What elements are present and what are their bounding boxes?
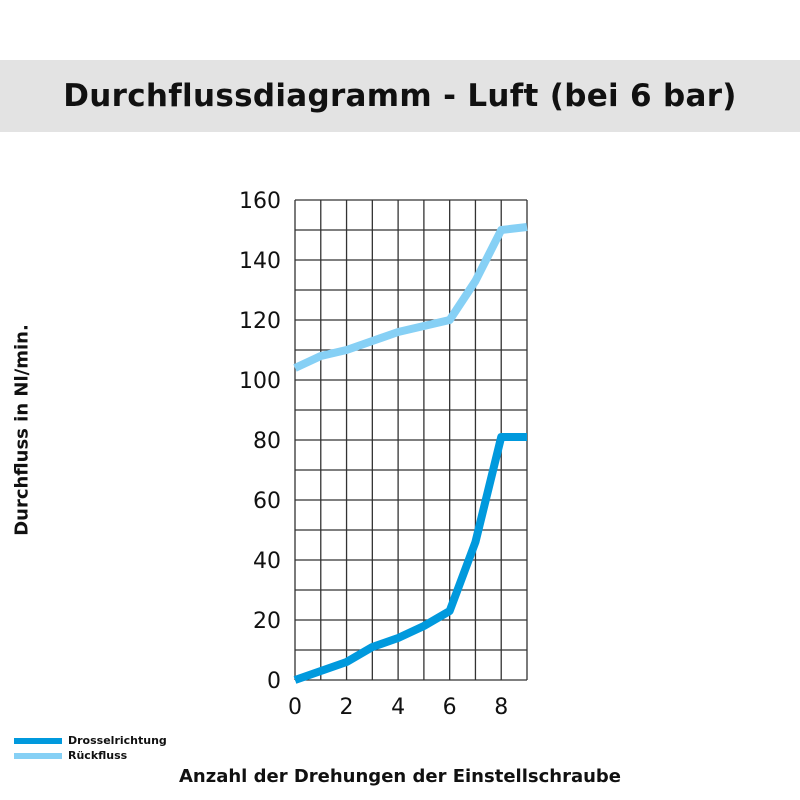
y-tick-label: 0 [267,669,281,694]
y-tick-label: 140 [239,249,281,274]
legend-swatch [14,752,62,759]
series-line-1 [293,223,528,372]
x-tick-label: 0 [288,695,302,720]
chart-title: Durchflussdiagramm - Luft (bei 6 bar) [63,78,737,114]
x-tick-label: 8 [494,695,508,720]
legend-swatch [14,737,62,744]
x-axis-label: Anzahl der Drehungen der Einstellschraub… [178,766,621,787]
y-tick-label: 20 [253,609,281,634]
y-tick-label: 60 [253,489,281,514]
legend-label: Rückfluss [68,749,128,762]
legend-item-rueckfluss: Rückfluss [14,748,167,763]
y-axis-label: Durchfluss in Nl/min. [11,324,33,536]
y-tick-label: 160 [239,189,281,214]
x-tick-label: 6 [443,695,457,720]
x-tick-label: 4 [391,695,405,720]
legend-item-drosselrichtung: Drosselrichtung [14,733,167,748]
y-tick-label: 100 [239,369,281,394]
series-line-0 [293,433,527,684]
legend-label: Drosselrichtung [68,734,167,747]
y-tick-label: 40 [253,549,281,574]
title-bar: Durchflussdiagramm - Luft (bei 6 bar) [0,60,800,132]
y-tick-label: 80 [253,429,281,454]
y-tick-label: 120 [239,309,281,334]
x-tick-label: 2 [340,695,354,720]
legend: Drosselrichtung Rückfluss [14,733,167,763]
